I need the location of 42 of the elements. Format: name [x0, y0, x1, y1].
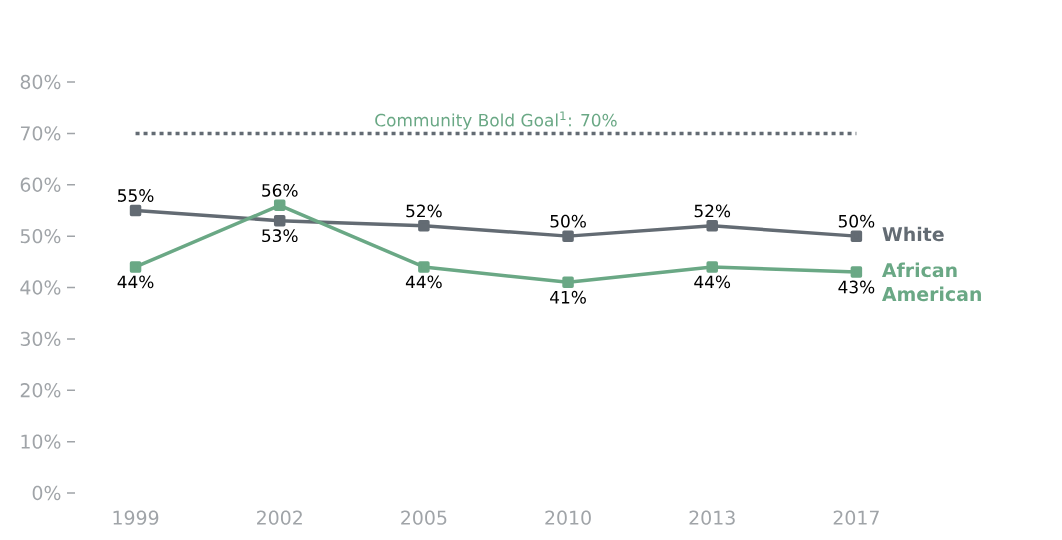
data-label: 44%: [694, 275, 731, 289]
data-label: 50%: [550, 214, 586, 228]
y-tick-label: 70%: [20, 126, 61, 141]
point: [562, 230, 574, 242]
y-tick-label: 0%: [32, 485, 61, 501]
point: [273, 214, 286, 227]
ref-line-label: Community Bold Goal$^{1}$: 70%: [375, 111, 617, 130]
x-tick-label: 2013: [689, 510, 735, 525]
data-label: 50%: [838, 214, 875, 228]
data-label: 43%: [838, 280, 875, 294]
series-label: African American: [882, 262, 981, 302]
y-tick-label: 80%: [20, 74, 61, 90]
point: [562, 276, 574, 289]
x-tick-label: 2002: [257, 510, 302, 525]
data-label: 56%: [262, 183, 298, 197]
point: [273, 199, 286, 212]
data-label: 44%: [117, 275, 154, 289]
data-label: 52%: [694, 204, 731, 218]
point: [706, 261, 718, 273]
point: [706, 220, 718, 232]
point: [850, 266, 863, 278]
data-label: 44%: [405, 275, 442, 289]
data-label: 55%: [118, 189, 154, 202]
y-tick-label: 40%: [20, 280, 61, 295]
point: [850, 230, 863, 242]
point: [418, 220, 430, 232]
y-tick-label: 60%: [20, 177, 61, 192]
x-tick-label: 2005: [401, 510, 447, 525]
y-tick-label: 30%: [20, 331, 61, 347]
point: [129, 261, 142, 273]
x-tick-label: 2017: [833, 510, 879, 525]
series-label: White: [882, 226, 944, 242]
point: [129, 204, 142, 217]
y-tick-label: 10%: [21, 434, 61, 449]
data-label: 52%: [406, 204, 442, 218]
data-label: 41%: [550, 290, 586, 304]
point: [418, 261, 430, 273]
x-tick-label: 2010: [545, 510, 591, 525]
x-tick-label: 1999: [113, 510, 159, 525]
y-tick-label: 50%: [20, 228, 61, 244]
data-label: 53%: [262, 229, 298, 243]
y-tick-label: 20%: [20, 383, 61, 398]
